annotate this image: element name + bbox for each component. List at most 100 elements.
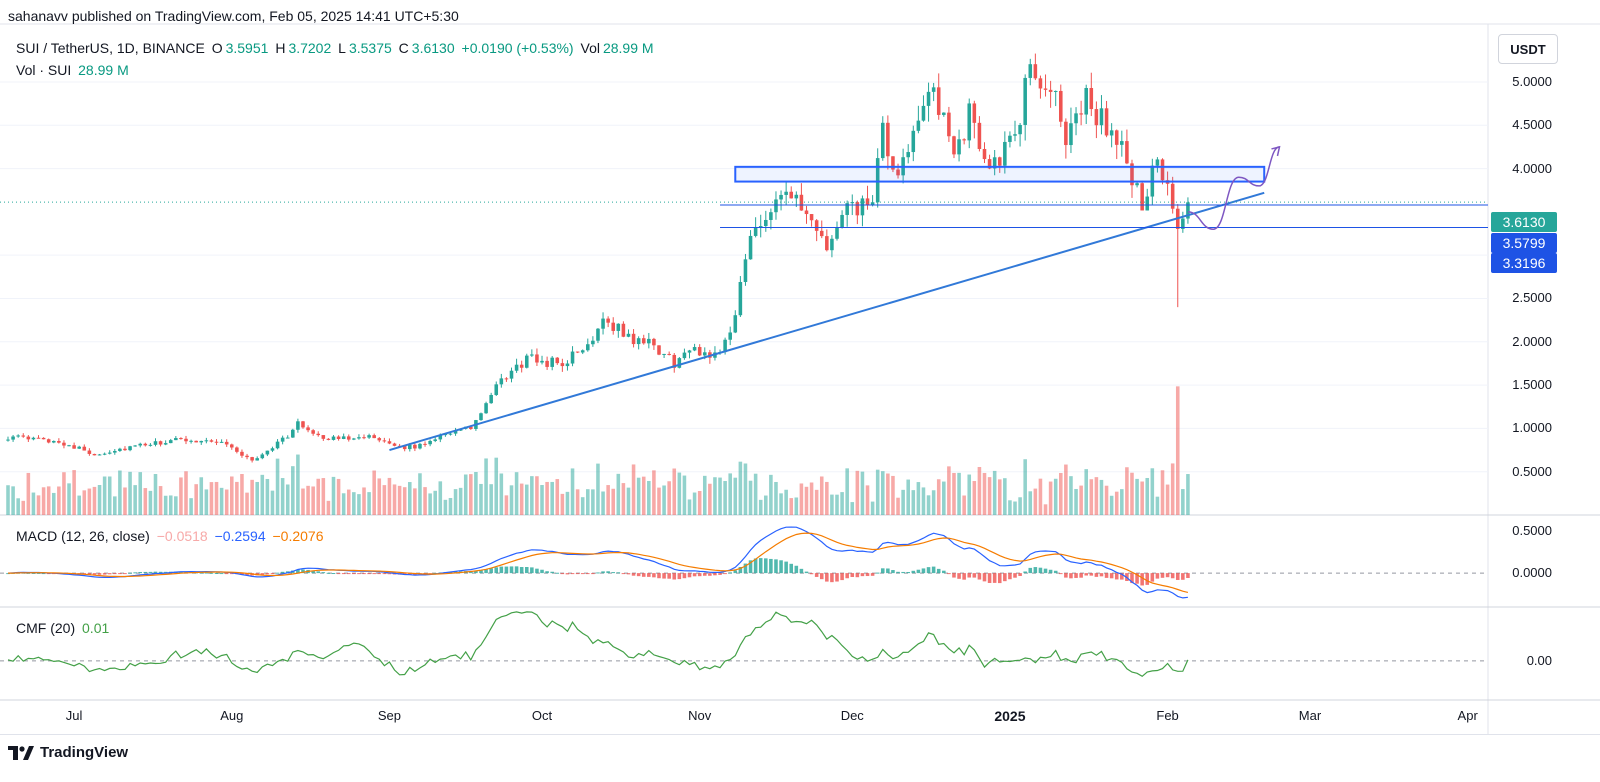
candle-body	[626, 333, 631, 337]
candle-body	[1079, 113, 1083, 115]
macd-histogram-bar	[352, 573, 356, 575]
volume-indicator-label[interactable]: Vol · SUI	[16, 62, 72, 78]
candle-body	[352, 438, 356, 440]
volume-bar	[1155, 496, 1160, 515]
volume-bar	[26, 472, 31, 515]
candle	[819, 220, 824, 239]
macd-histogram-bar	[382, 573, 387, 575]
volume-bar	[865, 485, 870, 515]
symbol-name[interactable]: SUI / TetherUS, 1D, BINANCE	[16, 40, 205, 56]
macd-histogram-bar	[748, 560, 753, 574]
candle-body	[372, 435, 376, 439]
macd-histogram-bar	[535, 568, 539, 574]
volume-bar	[636, 477, 641, 515]
volume-bar	[647, 480, 651, 515]
volume-bar	[413, 488, 417, 515]
volume-bar	[591, 489, 595, 515]
volume-bar	[463, 474, 468, 515]
candle-body	[840, 214, 844, 228]
volume-bar	[672, 468, 677, 515]
candle-body	[540, 360, 544, 363]
candle-body	[270, 448, 275, 451]
volume-bar	[1150, 468, 1155, 515]
candle-body	[667, 353, 671, 355]
price-axis-label: 2.5000	[1512, 290, 1552, 306]
candle-body	[575, 351, 580, 353]
macd-histogram-bar	[987, 573, 992, 583]
cmf-label[interactable]: CMF (20)	[16, 620, 76, 636]
volume-bar	[148, 490, 153, 515]
brand-name: TradingView	[40, 744, 129, 761]
volume-bar	[362, 487, 366, 515]
candle	[118, 447, 122, 452]
candle	[1028, 58, 1033, 86]
candle	[6, 436, 10, 442]
volume-bar	[31, 492, 36, 515]
candle	[214, 439, 219, 446]
candle	[560, 358, 565, 372]
candle-body	[947, 112, 951, 137]
volume-bar	[296, 454, 300, 515]
candle	[1135, 182, 1139, 188]
macd-label[interactable]: MACD (12, 26, close)	[16, 528, 150, 544]
currency-unit-button[interactable]: USDT	[1498, 34, 1558, 64]
high-value: 3.7202	[288, 40, 332, 56]
time-axis-label: Jul	[65, 708, 83, 723]
volume-bar	[626, 487, 631, 515]
volume-bar	[967, 474, 972, 515]
volume-bar	[1170, 463, 1175, 515]
volume-bar	[596, 463, 600, 515]
candle	[555, 357, 560, 365]
candle	[423, 441, 427, 447]
candle-body	[469, 426, 473, 429]
candle-body	[819, 230, 824, 237]
volume-bar	[936, 479, 941, 515]
macd-histogram-bar	[179, 571, 183, 574]
macd-histogram-bar	[280, 571, 285, 574]
candle-body	[87, 450, 92, 454]
volume-bar	[906, 479, 910, 515]
volume-bar	[743, 463, 748, 515]
candle-body	[677, 358, 682, 368]
volume-bar	[606, 485, 610, 515]
candle-body	[11, 436, 15, 440]
candle-body	[1120, 141, 1124, 145]
candle	[626, 329, 631, 338]
candle	[316, 431, 321, 437]
volume-bar	[514, 472, 519, 515]
volume-bar	[118, 470, 122, 515]
candle-body	[519, 364, 524, 368]
candle-body	[382, 440, 387, 442]
candle	[174, 436, 178, 441]
tradingview-brand[interactable]: TradingView	[8, 744, 128, 761]
macd-histogram-bar	[540, 569, 544, 574]
candle-body	[123, 448, 127, 451]
candle	[677, 356, 682, 369]
candle	[357, 434, 361, 440]
level-1-price-tag: 3.5799	[1491, 233, 1557, 253]
candle-body	[62, 442, 66, 446]
time-axis-label: Dec	[840, 708, 864, 723]
candle	[1074, 107, 1078, 136]
candle-body	[163, 443, 168, 445]
macd-histogram-bar	[301, 569, 305, 574]
volume-bar	[1140, 481, 1144, 515]
macd-histogram-bar	[36, 572, 41, 574]
candle	[942, 112, 946, 117]
high-label: H	[275, 40, 286, 56]
macd-histogram-bar	[606, 571, 610, 574]
macd-histogram-bar	[733, 570, 738, 574]
candle	[774, 191, 778, 220]
candle	[367, 433, 371, 439]
candle	[321, 435, 326, 441]
candle-body	[1053, 90, 1058, 92]
candle-body	[743, 259, 748, 282]
volume-bar	[1023, 459, 1027, 515]
volume-bar	[1028, 491, 1033, 515]
price-axis-label: 4.5000	[1512, 117, 1552, 133]
resistance-zone	[734, 165, 1266, 183]
volume-bar	[942, 481, 946, 515]
candle-body	[402, 446, 407, 450]
